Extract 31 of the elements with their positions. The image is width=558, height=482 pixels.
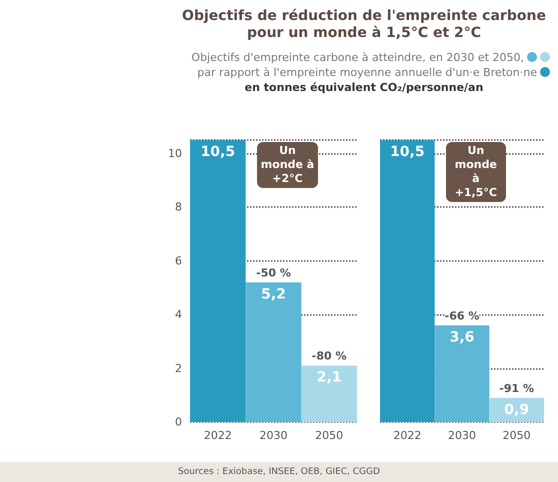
y-tick-label: 0 [175, 416, 182, 428]
data-label: 5,2 [261, 286, 286, 302]
annotation: -91 % [499, 382, 534, 395]
bar [190, 140, 246, 422]
chart-title: Objectifs de réduction de l'empreinte carbone pour un monde à 1,5°C et 2°C [181, 8, 547, 42]
annotation: Un monde à +2°C [256, 142, 318, 188]
data-label: 2,1 [316, 370, 342, 386]
y-tick-label: 8 [175, 200, 182, 214]
y-tick-label: 4 [175, 308, 182, 322]
y-tick-label: 6 [175, 254, 182, 268]
data-label: 0,9 [504, 402, 530, 418]
x-tick-label: 2030 [448, 429, 476, 442]
source-note: Sources : Exiobase, INSEE, OEB, GIEC, CGGD [0, 462, 558, 482]
y-axis-title: en tonnes équivalent CO₂/personne/an [244, 81, 484, 94]
x-tick-label: 2022 [204, 429, 232, 442]
annotation: -66 % [444, 309, 480, 322]
data-label: 10,5 [200, 144, 236, 160]
annotation: -50 % [256, 266, 291, 280]
chart-subtitle: Objectifs d'empreinte carbone à atteindre, en 2030 et 2050, par rapport à l'empreinte moyenne annuelle d'un·e Breton·ne [190, 50, 538, 80]
bar [301, 366, 357, 422]
x-tick-label: 2050 [502, 429, 531, 442]
y-tick-label: 2 [175, 362, 182, 375]
annotation: Un monde à +1,5°C [446, 142, 506, 202]
y-tick-label: 10 [168, 146, 182, 160]
x-tick-label: 2030 [260, 429, 288, 442]
annotation: -80 % [312, 350, 347, 363]
x-tick-label: 2050 [315, 429, 344, 442]
bar [246, 282, 302, 422]
x-tick-label: 2022 [393, 429, 422, 442]
data-label: 10,5 [390, 144, 425, 160]
data-label: 3,6 [450, 329, 474, 346]
